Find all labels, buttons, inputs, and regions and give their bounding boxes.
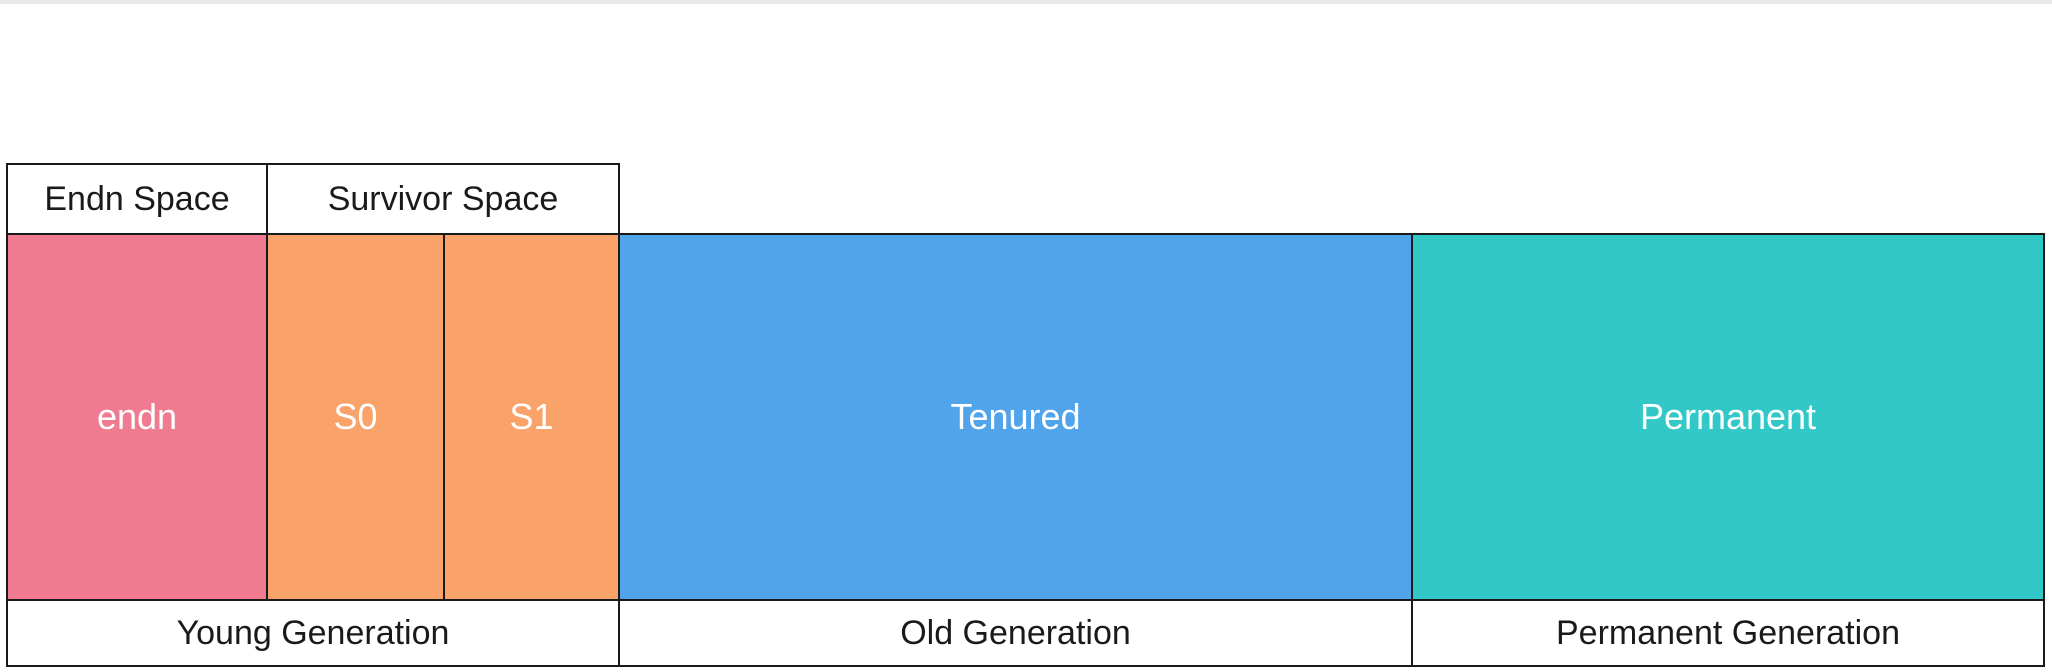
old-generation-footer: Old Generation <box>618 599 1413 667</box>
s0-region: S0 <box>266 233 445 601</box>
eden-space-header: Endn Space <box>6 163 268 235</box>
permanent-generation-footer: Permanent Generation <box>1411 599 2045 667</box>
s0-region-label: S0 <box>333 396 378 437</box>
eden-space-header-label: Endn Space <box>44 179 230 218</box>
tenured-region-label: Tenured <box>950 396 1081 437</box>
top-border <box>0 0 2052 4</box>
young-generation-footer: Young Generation <box>6 599 620 667</box>
tenured-region: Tenured <box>618 233 1413 601</box>
survivor-space-header-label: Survivor Space <box>327 179 559 218</box>
permanent-generation-label: Permanent Generation <box>1556 613 1900 652</box>
s1-region-label: S1 <box>509 396 554 437</box>
old-generation-label: Old Generation <box>900 613 1131 652</box>
eden-region: endn <box>6 233 268 601</box>
s1-region: S1 <box>443 233 620 601</box>
permanent-region: Permanent <box>1411 233 2045 601</box>
survivor-space-header: Survivor Space <box>266 163 620 235</box>
young-generation-label: Young Generation <box>176 613 450 652</box>
eden-region-label: endn <box>96 396 178 437</box>
permanent-region-label: Permanent <box>1639 396 1817 437</box>
